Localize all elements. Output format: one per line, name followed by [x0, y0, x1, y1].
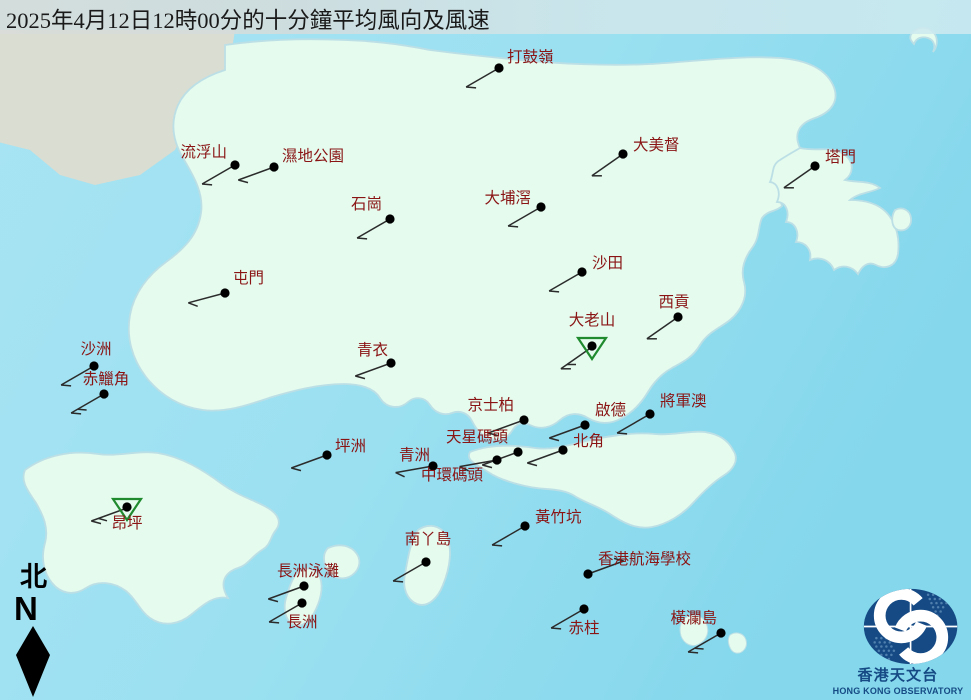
svg-text:石崗: 石崗: [351, 195, 382, 213]
svg-text:北: 北: [20, 562, 47, 592]
svg-text:北角: 北角: [573, 432, 604, 450]
svg-text:沙田: 沙田: [592, 255, 623, 272]
svg-text:赤鱲角: 赤鱲角: [83, 370, 130, 388]
svg-text:大埔滘: 大埔滘: [484, 189, 531, 207]
svg-text:黃竹坑: 黃竹坑: [535, 508, 582, 526]
svg-text:西貢: 西貢: [658, 294, 689, 311]
svg-text:昂坪: 昂坪: [111, 514, 142, 532]
svg-text:京士柏: 京士柏: [467, 396, 514, 414]
svg-text:屯門: 屯門: [233, 269, 264, 287]
svg-text:打鼓嶺: 打鼓嶺: [507, 48, 554, 66]
svg-text:濕地公園: 濕地公園: [282, 147, 344, 165]
svg-text:青洲: 青洲: [399, 446, 430, 464]
svg-text:將軍澳: 將軍澳: [660, 392, 707, 410]
svg-text:赤柱: 赤柱: [568, 619, 599, 637]
svg-text:長洲: 長洲: [286, 614, 317, 631]
svg-text:塔門: 塔門: [825, 148, 856, 166]
svg-text:長洲泳灘: 長洲泳灘: [277, 562, 339, 580]
svg-text:橫瀾島: 橫瀾島: [670, 609, 717, 627]
svg-text:天星碼頭: 天星碼頭: [446, 428, 509, 446]
svg-text:流浮山: 流浮山: [180, 143, 227, 161]
svg-text:大老山: 大老山: [569, 311, 616, 329]
svg-text:沙洲: 沙洲: [80, 341, 111, 358]
svg-text:中環碼頭: 中環碼頭: [421, 466, 484, 484]
svg-text:青衣: 青衣: [357, 341, 388, 359]
svg-text:N: N: [14, 590, 38, 627]
svg-text:啟德: 啟德: [595, 401, 626, 419]
svg-text:南丫島: 南丫島: [405, 530, 452, 548]
svg-text:香港航海學校: 香港航海學校: [598, 549, 691, 568]
svg-text:坪洲: 坪洲: [335, 437, 366, 455]
svg-text:大美督: 大美督: [633, 136, 680, 154]
